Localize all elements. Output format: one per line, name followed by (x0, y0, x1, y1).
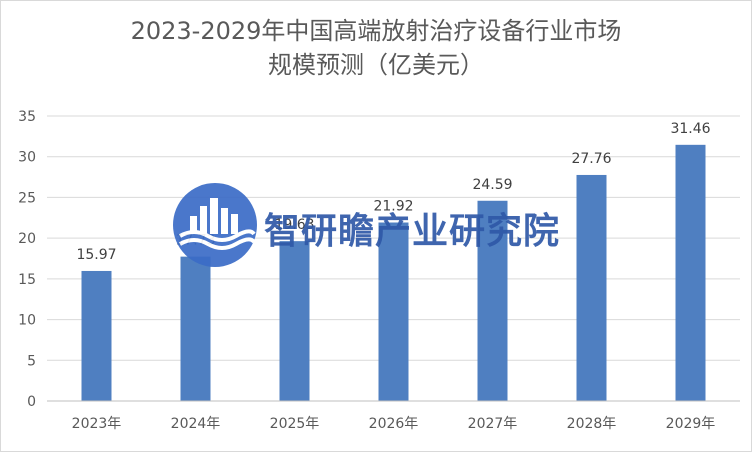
y-tick-label: 30 (18, 150, 36, 166)
data-label: 15.97 (76, 247, 116, 263)
x-tick-label: 2023年 (72, 416, 122, 432)
data-label: 19.63 (274, 217, 314, 233)
y-tick-label: 0 (27, 394, 36, 410)
y-tick-label: 25 (18, 190, 36, 206)
watermark-text: 智研瞻产业研究院 (264, 211, 561, 252)
x-tick-label: 2028年 (567, 416, 617, 432)
y-tick-label: 10 (18, 313, 36, 329)
data-label: 24.59 (472, 177, 512, 193)
chart-title: 2023-2029年中国高端放射治疗设备行业市场 规模预测（亿美元） (0, 14, 752, 82)
y-tick-label: 15 (18, 272, 36, 288)
data-label: 21.92 (373, 199, 413, 215)
bar (81, 270, 112, 401)
y-tick-label: 5 (27, 353, 36, 369)
bar (576, 174, 607, 401)
bar (279, 241, 310, 401)
bar (477, 200, 508, 401)
data-label: 31.46 (670, 121, 710, 137)
bar (180, 256, 211, 401)
chart-title-line1: 2023-2029年中国高端放射治疗设备行业市场 (130, 17, 622, 45)
y-tick-label: 20 (18, 231, 36, 247)
y-tick-label: 35 (18, 109, 36, 125)
x-tick-label: 2027年 (468, 416, 518, 432)
x-tick-label: 2029年 (666, 416, 716, 432)
watermark-logo-icon (173, 183, 257, 267)
watermark: 智研瞻产业研究院 (172, 182, 572, 268)
bar (378, 222, 409, 401)
bar (675, 144, 706, 401)
x-tick-label: 2026年 (369, 416, 419, 432)
data-label: 27.76 (571, 151, 611, 167)
x-tick-label: 2025年 (270, 416, 320, 432)
x-tick-label: 2024年 (171, 416, 221, 432)
chart-title-line2: 规模预测（亿美元） (268, 51, 484, 79)
